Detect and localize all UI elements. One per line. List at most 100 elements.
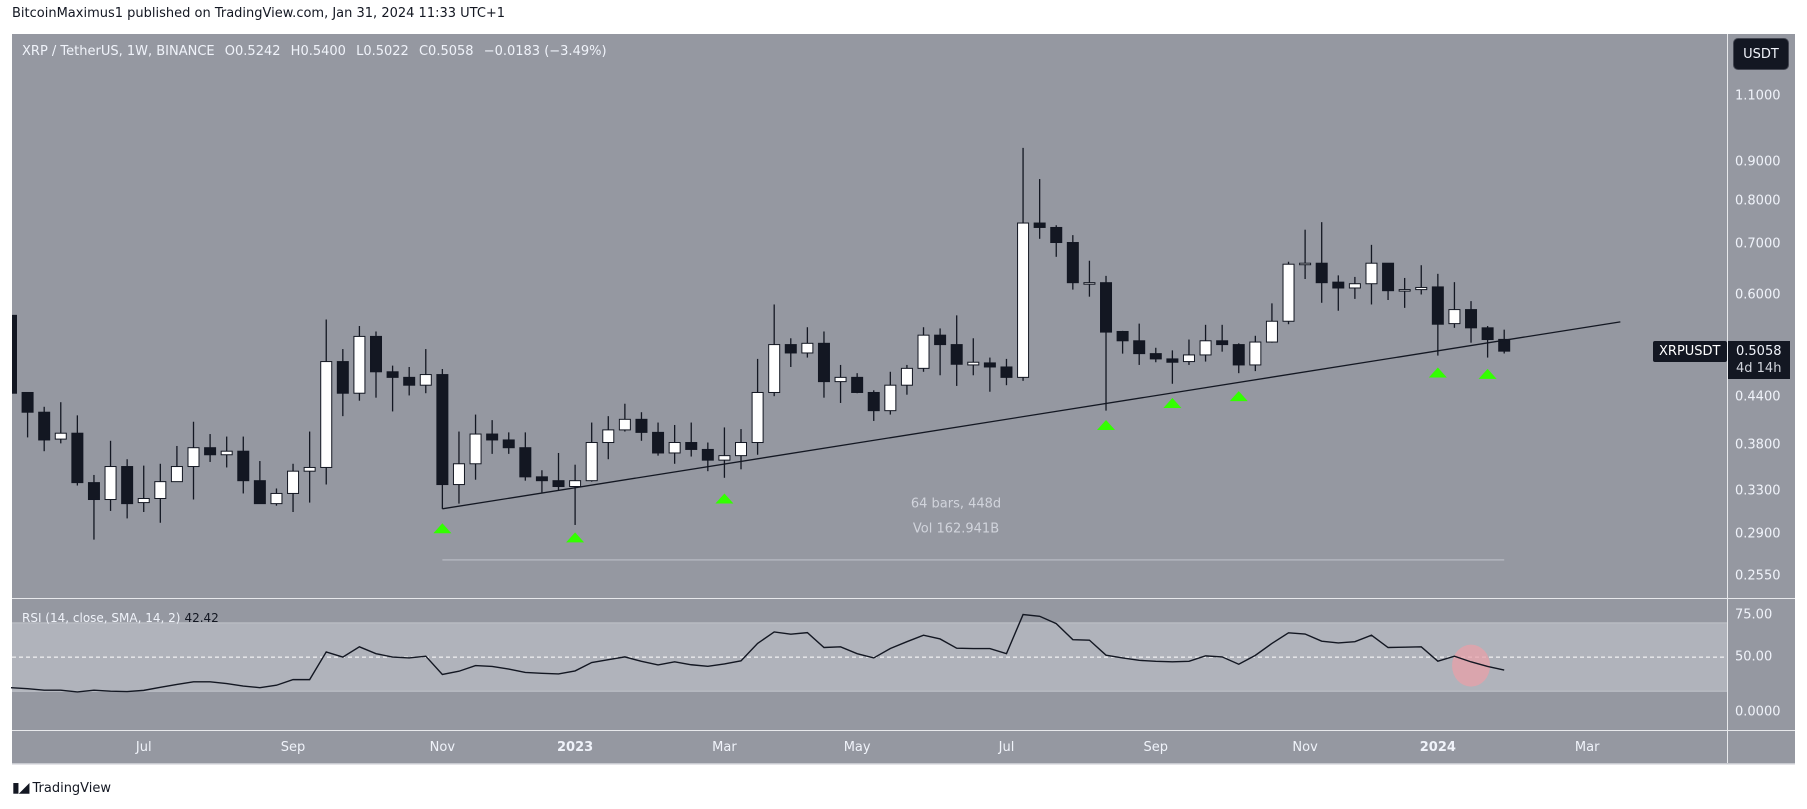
candle-body bbox=[237, 450, 250, 482]
price-axis-label: 0.7000 bbox=[1735, 236, 1781, 252]
candle-body bbox=[386, 371, 399, 378]
green-triangle-marker-icon bbox=[1478, 368, 1497, 379]
price-axis-label: 0.4400 bbox=[1735, 389, 1781, 405]
candle-bearish bbox=[934, 328, 947, 376]
close-value: 0.5058 bbox=[428, 44, 474, 59]
symbol-legend[interactable]: XRP / TetherUS, 1W, BINANCE O0.5242 H0.5… bbox=[22, 44, 613, 59]
price-axis-label: 0.8000 bbox=[1735, 193, 1781, 208]
candle-body bbox=[353, 335, 366, 394]
candle-body bbox=[967, 361, 980, 366]
candle-body bbox=[1465, 309, 1478, 329]
candle-body bbox=[1448, 309, 1461, 325]
candle-bearish bbox=[1332, 275, 1345, 311]
currency-button[interactable]: USDT bbox=[1733, 38, 1789, 70]
candle-body bbox=[1017, 222, 1030, 378]
candle-body bbox=[1332, 281, 1345, 289]
candle-body bbox=[1216, 340, 1229, 346]
footer-brand[interactable]: ▮◢ TradingView bbox=[12, 780, 111, 796]
candle-body bbox=[38, 411, 51, 441]
candle-bearish bbox=[1382, 262, 1395, 300]
candle-bearish bbox=[983, 357, 996, 392]
candle-bearish bbox=[253, 461, 266, 505]
candle-bullish bbox=[900, 364, 913, 395]
candle-body bbox=[436, 374, 449, 486]
candle-bearish bbox=[1116, 330, 1129, 354]
candle-bullish bbox=[154, 463, 167, 523]
candle-body bbox=[1133, 340, 1146, 355]
candle-bullish bbox=[104, 440, 117, 511]
price-axis-label: 1.1000 bbox=[1735, 88, 1781, 104]
candle-bullish bbox=[768, 304, 781, 397]
candle-body bbox=[287, 470, 300, 494]
time-axis-label: 2023 bbox=[557, 740, 594, 755]
candle-bullish bbox=[287, 463, 300, 512]
date-range-bars: 64 bars, 448d bbox=[910, 496, 1002, 512]
time-axis-label: Jul bbox=[998, 740, 1015, 755]
candle-body bbox=[801, 342, 814, 354]
price-axis-label: 0.3300 bbox=[1735, 483, 1781, 499]
rsi-legend[interactable]: RSI (14, close, SMA, 14, 2) 42.42 bbox=[22, 611, 219, 625]
candle-bullish bbox=[668, 424, 681, 464]
candle-body bbox=[320, 361, 333, 468]
candle-body bbox=[735, 442, 748, 457]
candle-body bbox=[1199, 340, 1212, 356]
candle-bullish bbox=[1299, 229, 1312, 280]
candle-body bbox=[1166, 358, 1179, 363]
main-pane[interactable] bbox=[6, 147, 1728, 561]
candle-bullish bbox=[270, 488, 283, 506]
time-axis-label: Nov bbox=[429, 740, 456, 755]
green-triangle-marker-icon bbox=[1428, 367, 1447, 378]
symbol-title[interactable]: XRP / TetherUS, 1W, BINANCE bbox=[22, 44, 215, 59]
candle-bearish bbox=[38, 406, 51, 452]
candle-bullish bbox=[303, 431, 316, 503]
candle-bearish bbox=[336, 349, 349, 417]
candle-body bbox=[1033, 222, 1046, 228]
candle-body bbox=[21, 391, 34, 413]
candle-body bbox=[685, 442, 698, 450]
candle-body bbox=[519, 447, 532, 478]
candle-body bbox=[1100, 282, 1113, 333]
rsi-pane[interactable] bbox=[10, 613, 1727, 693]
rsi-value: 42.42 bbox=[184, 611, 219, 625]
bar-countdown: 4d 14h bbox=[1736, 361, 1782, 376]
candle-body bbox=[867, 391, 880, 412]
candle-body bbox=[569, 480, 582, 488]
rsi-line bbox=[10, 613, 1505, 693]
candle-bullish bbox=[1083, 260, 1096, 297]
rsi-title[interactable]: RSI (14, close, SMA, 14, 2) bbox=[22, 611, 181, 625]
time-axis-label: Sep bbox=[280, 740, 306, 755]
candle-bullish bbox=[469, 414, 482, 480]
candle-body bbox=[834, 376, 847, 383]
open-key: O bbox=[224, 44, 236, 59]
last-price-value: 0.5058 bbox=[1736, 344, 1782, 359]
candle-body bbox=[220, 450, 233, 456]
candle-bullish bbox=[735, 429, 748, 470]
candle-bearish bbox=[1166, 350, 1179, 384]
candle-body bbox=[54, 432, 67, 440]
support-trendline bbox=[442, 321, 1621, 510]
candle-body bbox=[585, 442, 598, 482]
candle-bearish bbox=[1133, 323, 1146, 365]
time-axis-label: Nov bbox=[1292, 740, 1318, 755]
candle-bearish bbox=[204, 434, 217, 462]
candle-bearish bbox=[1033, 179, 1046, 239]
green-triangle-marker-icon bbox=[715, 493, 734, 504]
candle-bullish bbox=[602, 416, 615, 460]
candle-bearish bbox=[1465, 301, 1478, 343]
open-value: 0.5242 bbox=[235, 44, 281, 59]
time-axis-label: Jul bbox=[135, 740, 152, 755]
candle-body bbox=[535, 476, 548, 482]
green-triangle-marker-icon bbox=[1229, 391, 1248, 402]
candle-body bbox=[1299, 262, 1312, 266]
candle-bearish bbox=[851, 373, 864, 394]
candle-bullish bbox=[419, 349, 432, 394]
candle-body bbox=[652, 431, 665, 454]
candle-bearish bbox=[867, 390, 880, 421]
candle-bearish bbox=[486, 420, 499, 454]
candle-body bbox=[618, 418, 631, 431]
candle-body bbox=[718, 455, 731, 461]
candle-bearish bbox=[519, 432, 532, 481]
candle-body bbox=[469, 433, 482, 465]
candle-bearish bbox=[1000, 358, 1013, 386]
